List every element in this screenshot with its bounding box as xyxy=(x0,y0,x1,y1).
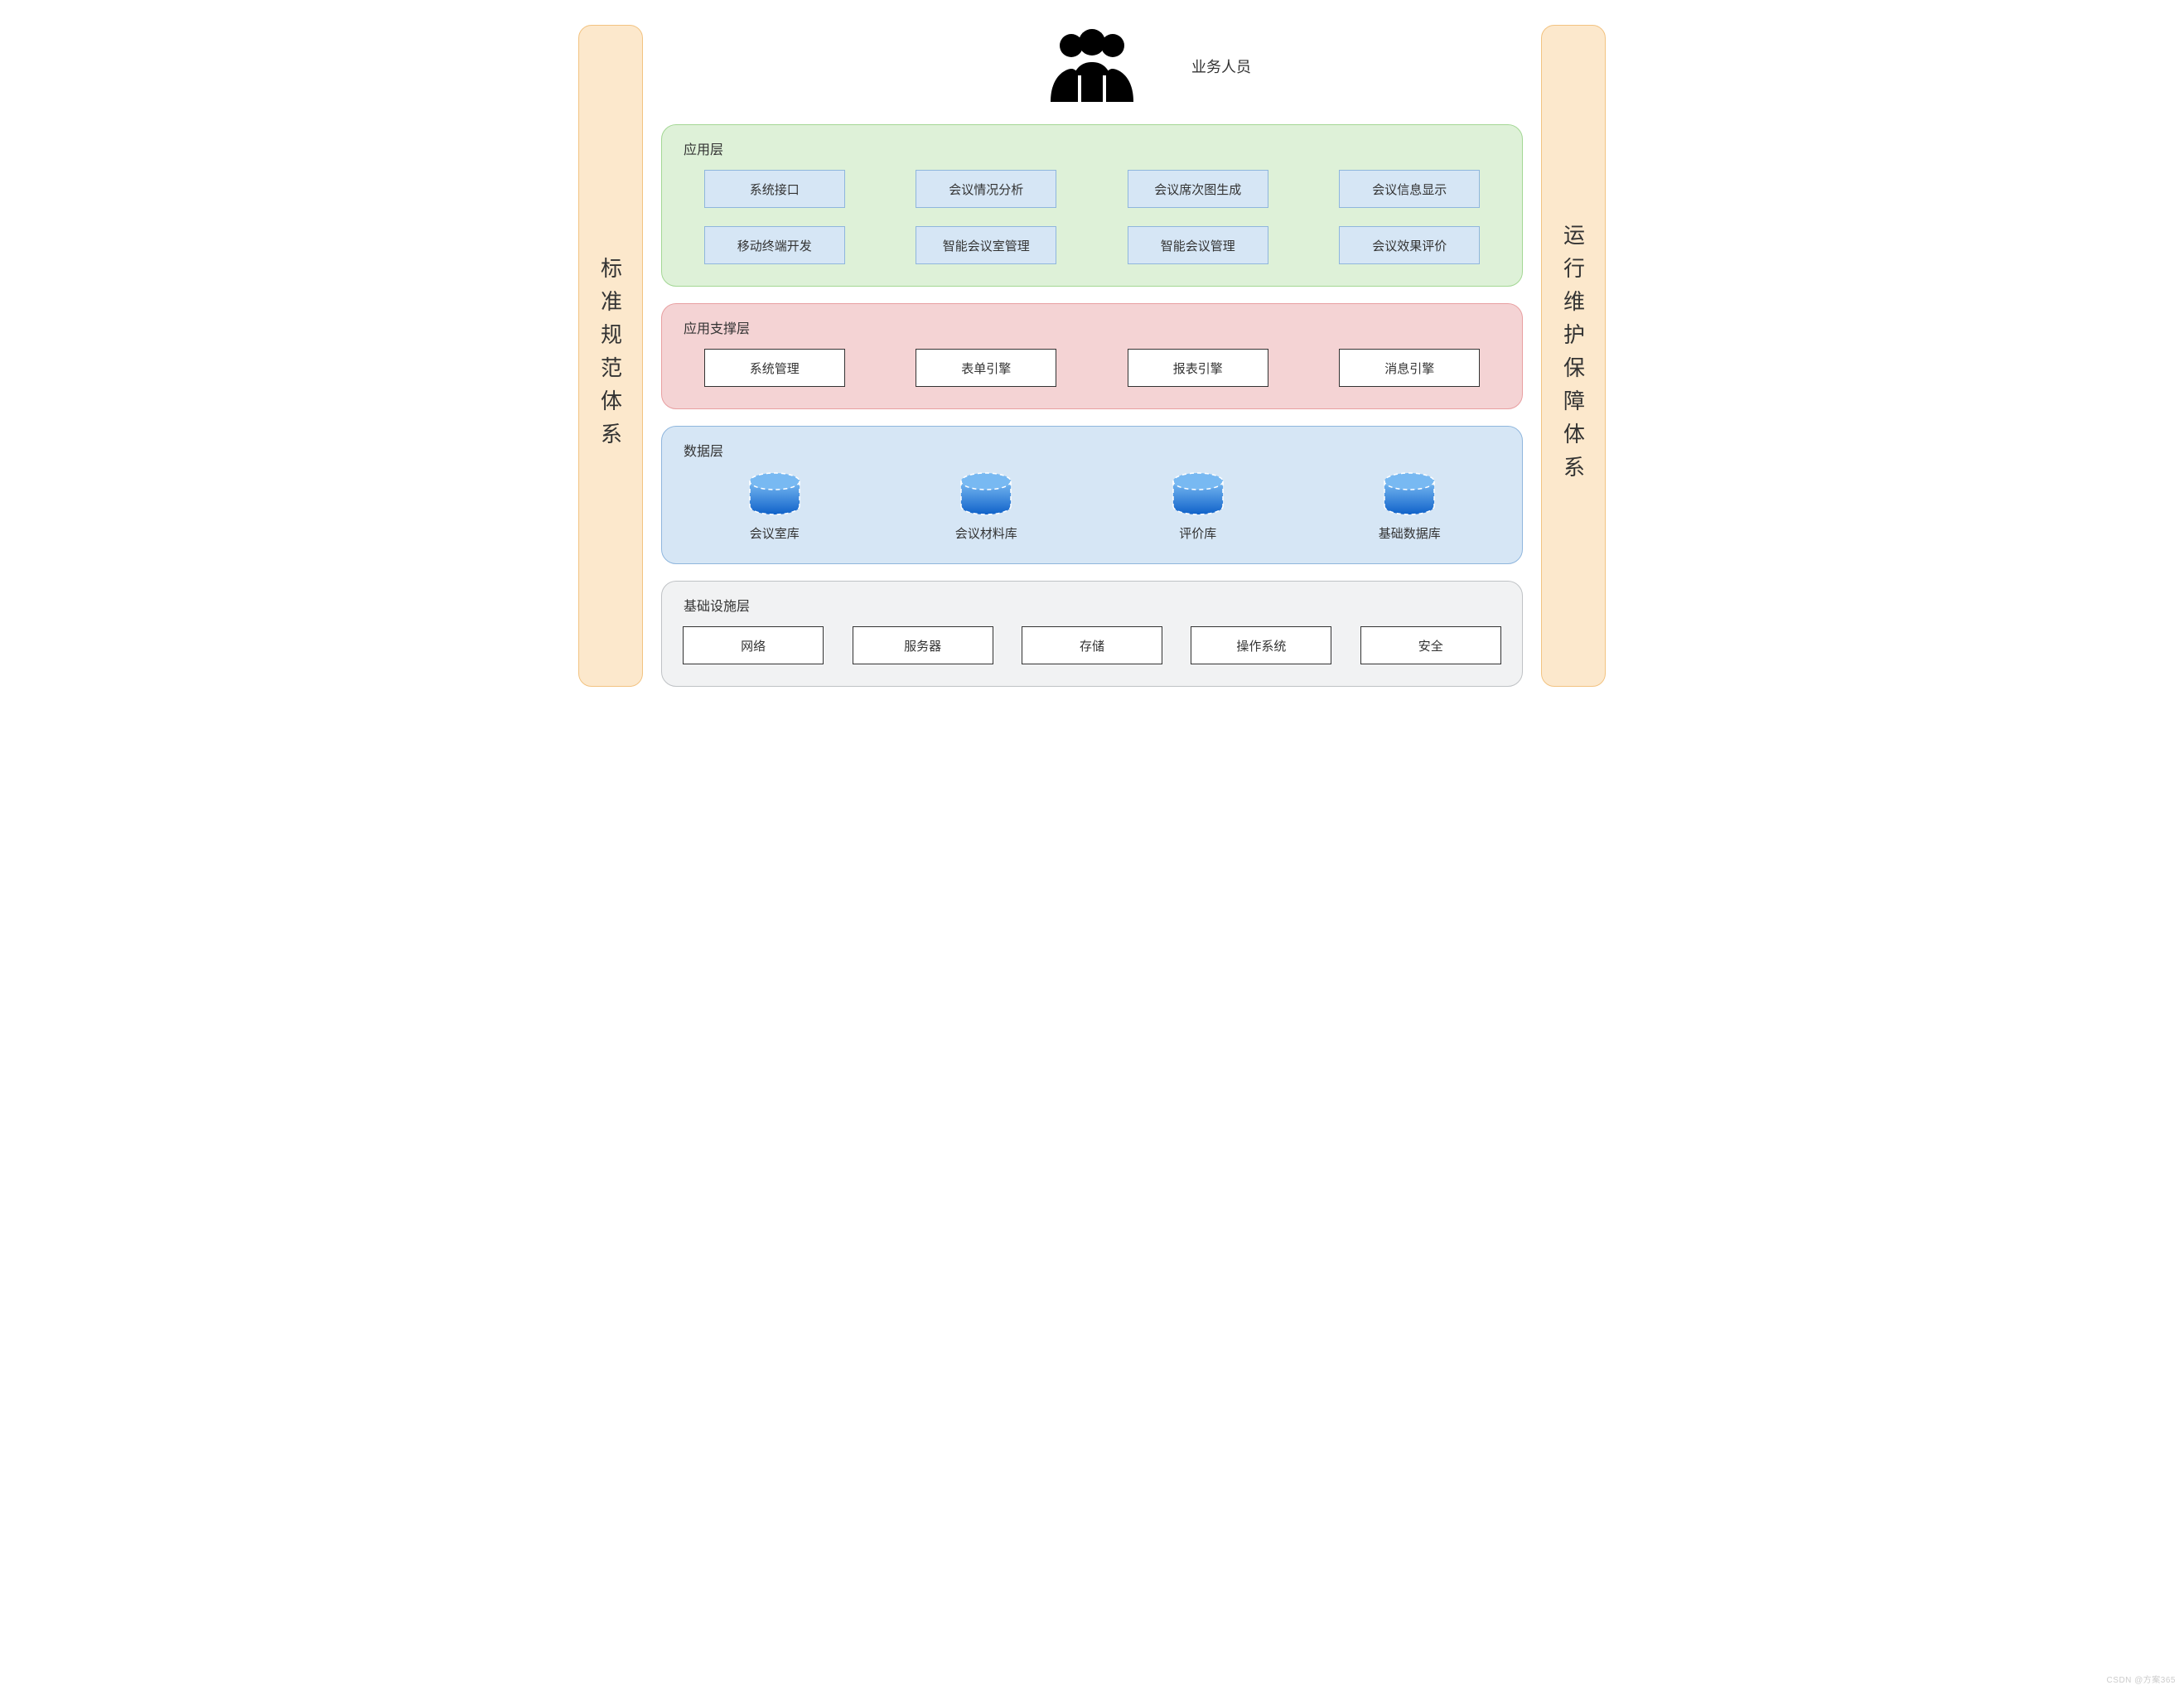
module-box: 会议效果评价 xyxy=(1339,226,1480,264)
right-pillar-label: 运行维护保障体系 xyxy=(1558,224,1589,489)
database-label: 会议室库 xyxy=(750,524,800,542)
support-layer: 应用支撑层 系统管理 表单引擎 报表引擎 消息引擎 xyxy=(661,303,1523,409)
database-label: 会议材料库 xyxy=(955,524,1017,542)
module-box: 网络 xyxy=(683,626,824,664)
module-box: 会议信息显示 xyxy=(1339,170,1480,208)
layer-title: 基础设施层 xyxy=(680,595,1504,615)
left-pillar-label: 标准规范体系 xyxy=(596,257,626,456)
database-item: 基础数据库 xyxy=(1339,471,1480,542)
database-label: 评价库 xyxy=(1179,524,1216,542)
module-box: 存储 xyxy=(1022,626,1162,664)
watermark: CSDN @方案365 xyxy=(2107,1673,2176,1685)
module-box: 消息引擎 xyxy=(1339,349,1480,387)
database-item: 会议材料库 xyxy=(916,471,1056,542)
module-box: 表单引擎 xyxy=(916,349,1056,387)
users-icon xyxy=(1030,29,1154,104)
module-box: 操作系统 xyxy=(1191,626,1331,664)
database-icon xyxy=(746,471,804,516)
layer-title: 应用层 xyxy=(680,138,1504,158)
database-item: 会议室库 xyxy=(704,471,845,542)
database-icon xyxy=(957,471,1015,516)
right-pillar: 运行维护保障体系 xyxy=(1541,25,1606,687)
user-label: 业务人员 xyxy=(1191,56,1251,77)
module-box: 系统管理 xyxy=(704,349,845,387)
module-box: 安全 xyxy=(1360,626,1501,664)
center-column: 业务人员 应用层 系统接口 会议情况分析 会议席次图生成 会议信息显示移动终端开发 智能… xyxy=(661,25,1523,687)
module-box: 智能会议管理 xyxy=(1128,226,1268,264)
module-box: 移动终端开发 xyxy=(704,226,845,264)
database-icon xyxy=(1169,471,1227,516)
left-pillar: 标准规范体系 xyxy=(578,25,643,687)
database-icon xyxy=(1380,471,1438,516)
module-box: 智能会议室管理 xyxy=(916,226,1056,264)
architecture-diagram: 标准规范体系 业务人员 应用层 系统接口 会议情况分析 会议席次图生成 会议信息显示移… xyxy=(578,25,1606,687)
module-box: 会议情况分析 xyxy=(916,170,1056,208)
infrastructure-layer: 基础设施层 网络服务器存储操作系统安全 xyxy=(661,581,1523,687)
database-item: 评价库 xyxy=(1128,471,1268,542)
database-label: 基础数据库 xyxy=(1379,524,1441,542)
layer-title: 应用支撑层 xyxy=(680,317,1504,337)
user-row: 业务人员 xyxy=(661,25,1523,108)
module-box: 系统接口 xyxy=(704,170,845,208)
application-layer: 应用层 系统接口 会议情况分析 会议席次图生成 会议信息显示移动终端开发 智能会议室管理… xyxy=(661,124,1523,287)
module-box: 报表引擎 xyxy=(1128,349,1268,387)
module-box: 服务器 xyxy=(853,626,993,664)
layer-title: 数据层 xyxy=(680,440,1504,460)
data-layer: 数据层 会议室库 会议材料库 评价库 基础数据库 xyxy=(661,426,1523,564)
module-box: 会议席次图生成 xyxy=(1128,170,1268,208)
